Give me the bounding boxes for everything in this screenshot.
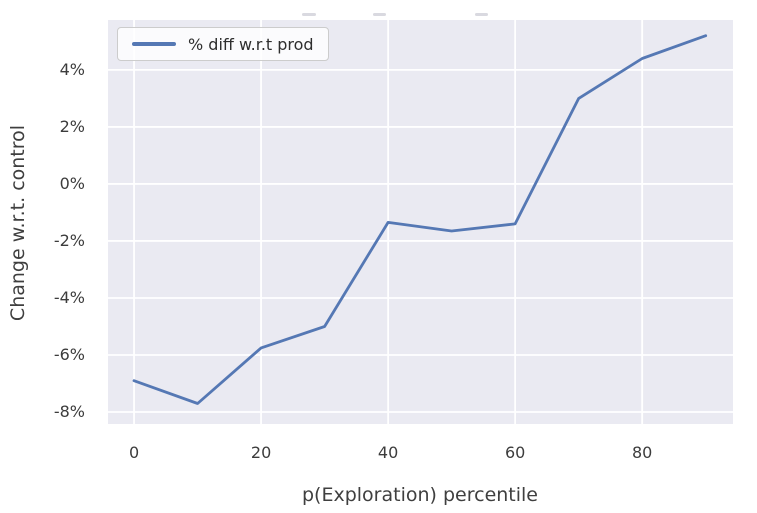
x-tick-label: 60 xyxy=(504,443,526,462)
y-tick-label: -8% xyxy=(53,402,85,422)
y-tick-label: 2% xyxy=(59,116,85,136)
plot-area: % diff w.r.t prod xyxy=(108,20,733,424)
y-tick-label: 4% xyxy=(59,59,85,79)
x-axis-label: p(Exploration) percentile xyxy=(301,484,538,506)
x-tick-label: 20 xyxy=(250,443,272,462)
x-tick-label: 80 xyxy=(631,443,653,462)
cropped-title-artifact-dash xyxy=(302,13,316,16)
cropped-title-artifact-dash xyxy=(373,13,386,16)
gridlines xyxy=(108,20,733,424)
y-tick-label: -2% xyxy=(53,230,85,250)
x-tick-label: 0 xyxy=(128,443,140,462)
chart-svg xyxy=(108,20,733,424)
legend: % diff w.r.t prod xyxy=(117,27,329,61)
y-tick-label: -4% xyxy=(53,287,85,307)
legend-label: % diff w.r.t prod xyxy=(188,34,314,54)
legend-line-swatch xyxy=(132,42,176,46)
y-axis-label: Change w.r.t. control xyxy=(7,124,29,322)
x-tick-label: 40 xyxy=(377,443,399,462)
y-tick-label: 0% xyxy=(59,173,85,193)
y-tick-label: -6% xyxy=(53,345,85,364)
data-line-series xyxy=(132,34,708,405)
cropped-title-artifact-dash xyxy=(475,13,488,16)
